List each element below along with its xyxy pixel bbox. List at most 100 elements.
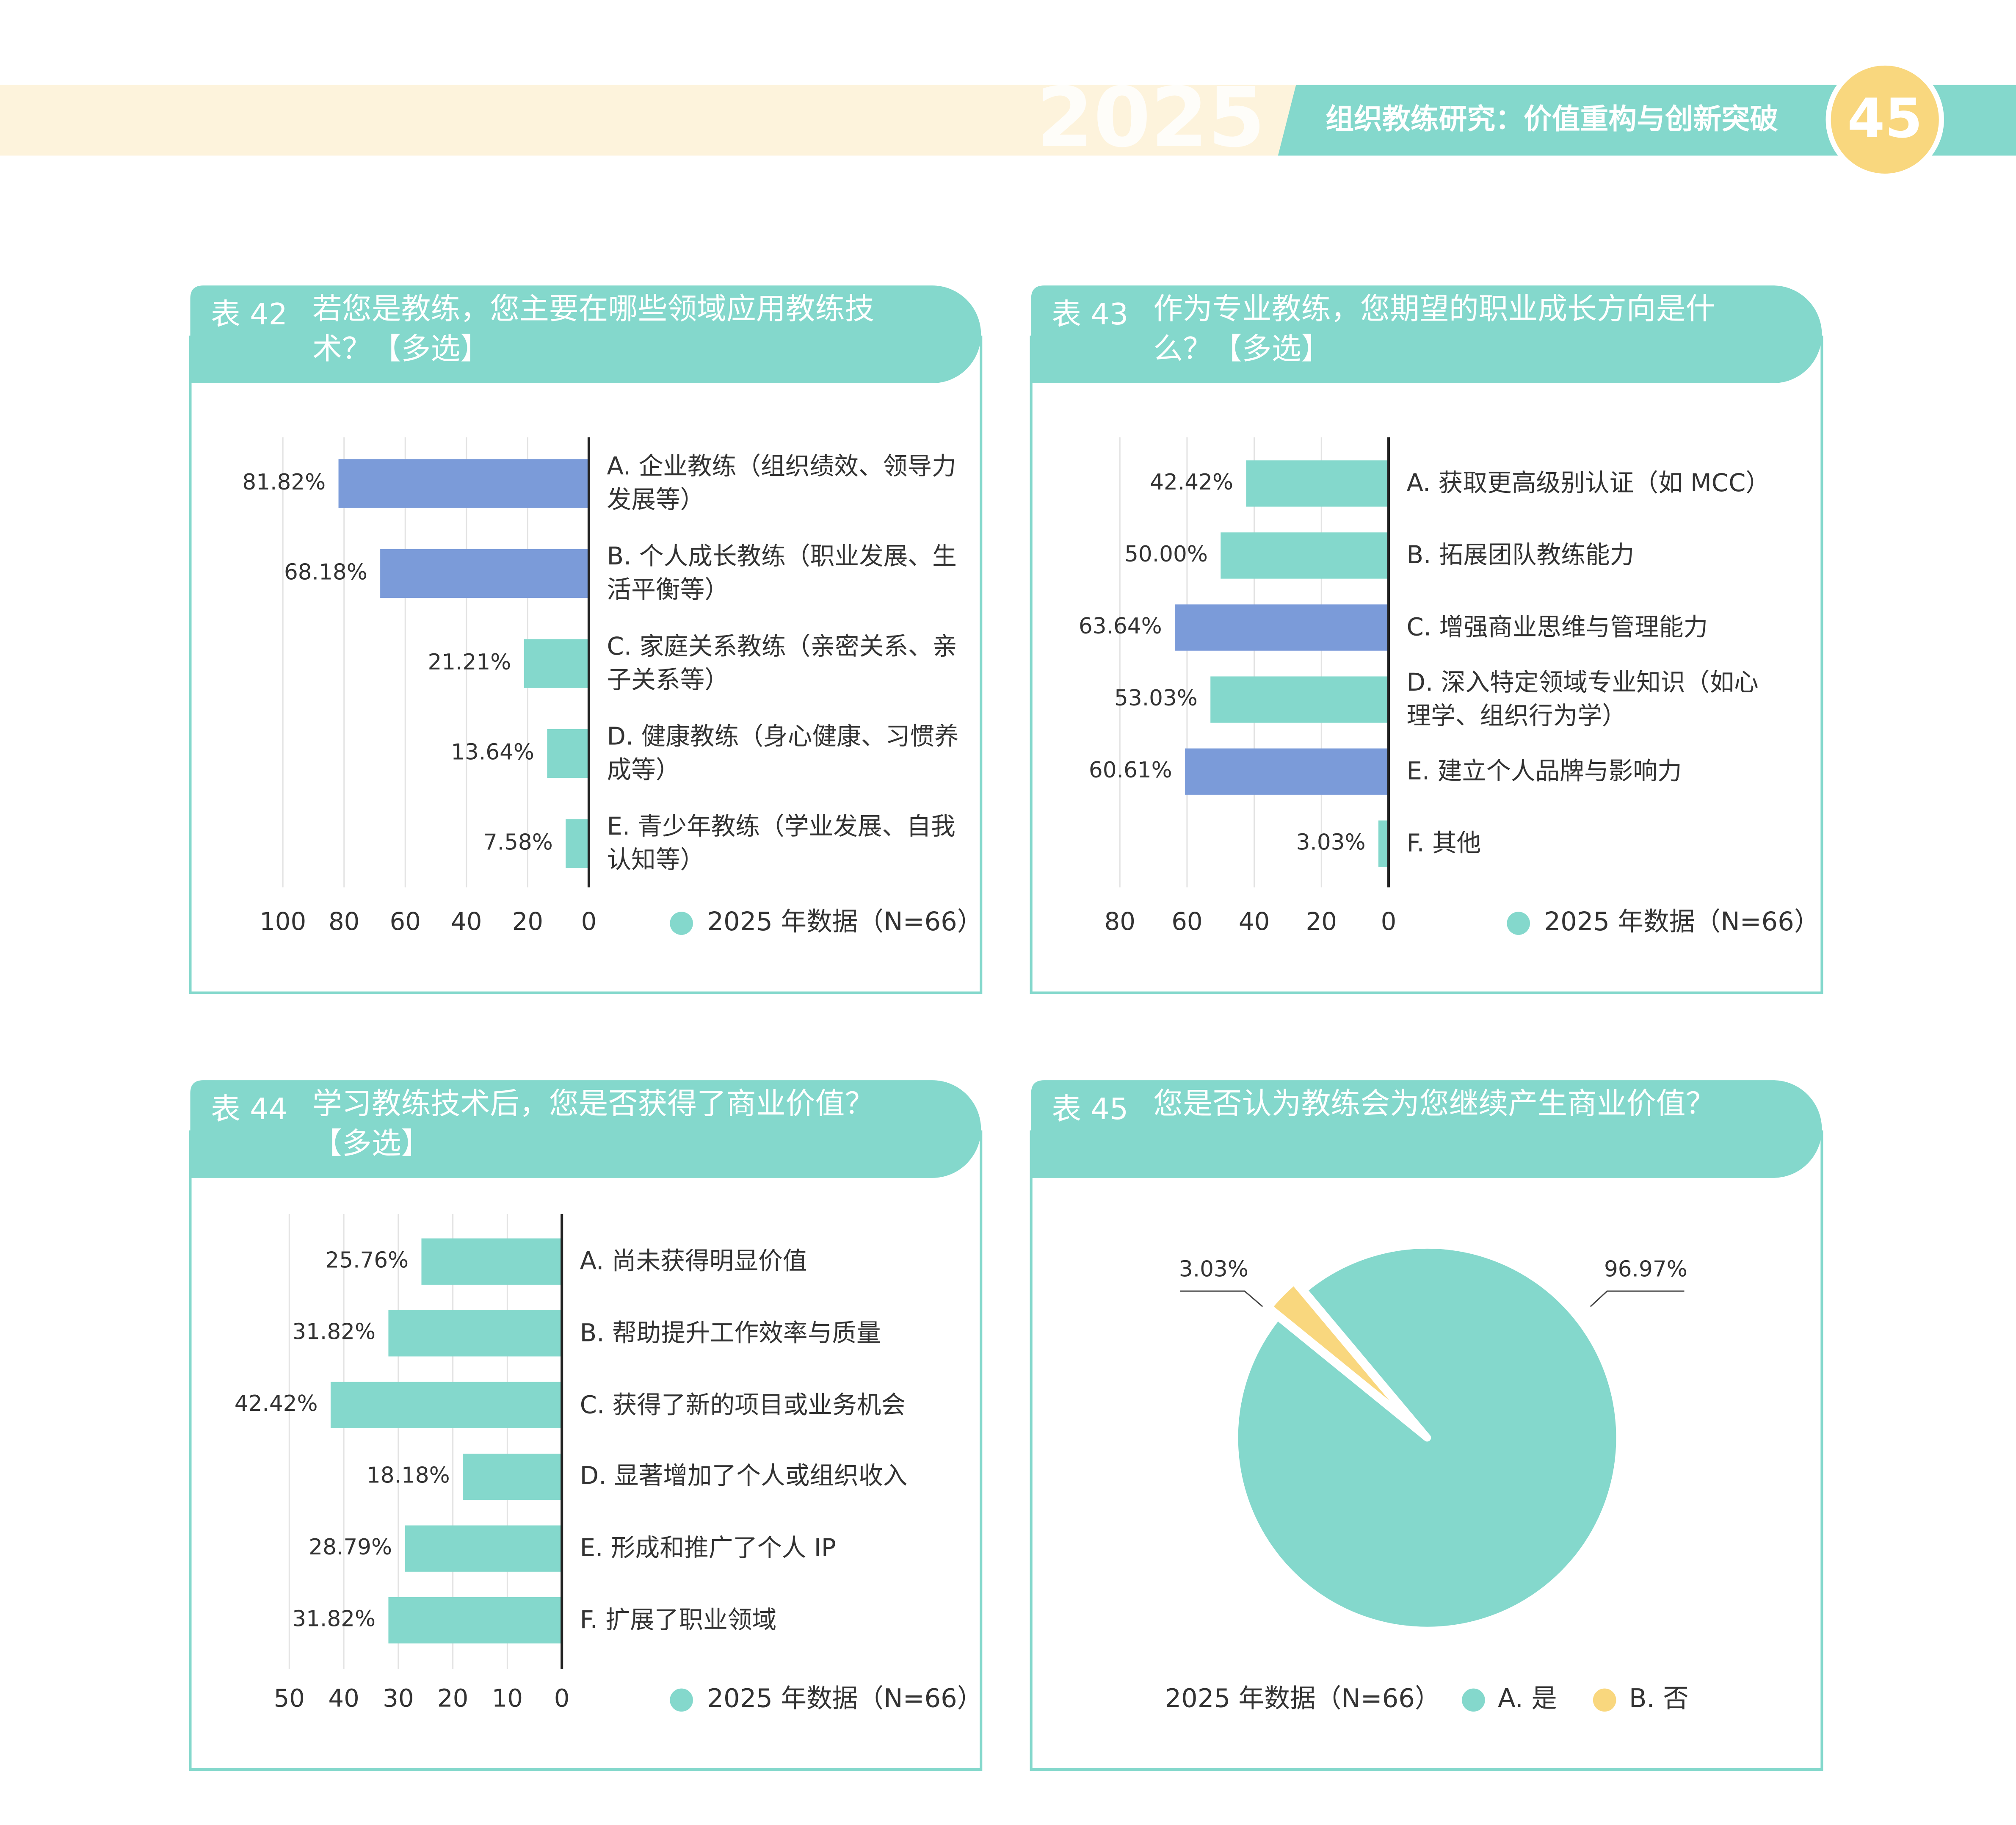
category-label-box: B. 拓展团队教练能力 [1406, 542, 1634, 570]
legend-title: 2025 年数据（N=66） [1165, 1684, 1441, 1714]
category-label: F. 扩展了职业领域 [580, 1606, 777, 1635]
data-label: 81.82% [242, 470, 326, 495]
bar [338, 459, 589, 508]
category-label: D. 深入特定领域专业知识（如心理学、组织行为学） [1406, 669, 1759, 731]
category-label: C. 家庭关系教练（亲密关系、亲子关系等） [607, 633, 957, 694]
panel-title-band [1031, 1080, 1822, 1178]
x-tick-label: 40 [328, 1684, 359, 1713]
panel-frame [189, 1130, 983, 1771]
panel-title-band [190, 1080, 981, 1178]
x-tick-label: 0 [581, 907, 597, 936]
panel-title: 作为专业教练，您期望的职业成长方向是什么？【多选】 [1153, 293, 1715, 367]
x-tick-label: 20 [1306, 907, 1337, 936]
legend-label: A. 是 [1498, 1684, 1557, 1714]
data-label: 25.76% [325, 1247, 409, 1273]
panel-title: 您是否认为教练会为您继续产生商业价值？ [1153, 1088, 1715, 1122]
panel-number: 表 45 [1052, 1092, 1128, 1126]
data-label: 96.97% [1604, 1257, 1687, 1282]
x-tick-label: 80 [1105, 907, 1135, 936]
data-label: 3.03% [1179, 1257, 1248, 1282]
legend-marker [1462, 1688, 1485, 1712]
data-label: 28.79% [309, 1535, 392, 1560]
bar [547, 729, 589, 778]
x-tick-label: 20 [512, 907, 543, 936]
header-band [0, 85, 1299, 156]
legend-label: 2025 年数据（N=66） [707, 1684, 983, 1714]
pie-slice [1264, 1277, 1422, 1433]
bar [463, 1454, 562, 1500]
category-label: B. 帮助提升工作效率与质量 [580, 1319, 881, 1348]
bar [1378, 820, 1389, 867]
category-label-box: D. 深入特定领域专业知识（如心理学、组织行为学） [1406, 669, 1759, 731]
panel-title-band [190, 285, 981, 384]
panel-title: 学习教练技术后，您是否获得了商业价值？【多选】 [312, 1088, 875, 1161]
category-label-box: B. 帮助提升工作效率与质量 [580, 1319, 881, 1348]
category-label-box: F. 扩展了职业领域 [580, 1606, 777, 1635]
panel-number: 表 44 [211, 1092, 287, 1126]
data-label: 7.58% [483, 830, 553, 855]
header-watermark: 2025 [1036, 70, 1265, 166]
category-label: A. 尚未获得明显价值 [580, 1247, 807, 1276]
data-label: 31.82% [292, 1319, 376, 1345]
category-label: E. 形成和推广了个人 IP [580, 1534, 836, 1563]
x-tick-label: 0 [554, 1684, 570, 1713]
category-label-box: C. 获得了新的项目或业务机会 [580, 1391, 906, 1419]
legend-marker [670, 912, 693, 935]
category-label-box: D. 显著增加了个人或组织收入 [580, 1463, 908, 1491]
x-tick-label: 60 [1171, 907, 1202, 936]
data-label: 50.00% [1124, 542, 1208, 567]
panel-number: 表 43 [1052, 297, 1128, 332]
panel-title-box: 作为专业教练，您期望的职业成长方向是什么？【多选】 [1153, 293, 1715, 367]
category-label: F. 其他 [1406, 829, 1481, 858]
category-label: D. 健康教练（身心健康、习惯养成等） [607, 722, 959, 785]
x-tick-label: 0 [1381, 907, 1397, 936]
bar [388, 1310, 562, 1357]
category-label: E. 建立个人品牌与影响力 [1406, 757, 1682, 786]
data-label: 60.61% [1089, 758, 1172, 783]
bar [524, 639, 589, 688]
data-label: 63.64% [1079, 614, 1162, 639]
legend-label: 2025 年数据（N=66） [1544, 907, 1820, 937]
category-label-box: F. 其他 [1406, 829, 1481, 858]
bar [388, 1597, 562, 1644]
data-label: 21.21% [428, 650, 511, 675]
x-tick-label: 60 [390, 907, 421, 936]
category-label: B. 个人成长教练（职业发展、生活平衡等） [607, 542, 957, 605]
category-label: C. 增强商业思维与管理能力 [1406, 613, 1708, 642]
legend-marker [670, 1688, 693, 1712]
category-label-box: C. 增强商业思维与管理能力 [1406, 613, 1708, 642]
data-label: 3.03% [1296, 830, 1366, 855]
x-tick-label: 30 [383, 1684, 414, 1713]
bar [421, 1238, 562, 1285]
x-tick-label: 40 [1239, 907, 1270, 936]
category-label: E. 青少年教练（学业发展、自我认知等） [607, 813, 956, 875]
bar [1175, 604, 1389, 651]
data-label: 42.42% [1150, 470, 1233, 495]
data-label: 68.18% [284, 560, 367, 585]
data-label: 53.03% [1114, 686, 1198, 711]
category-label-box: E. 建立个人品牌与影响力 [1406, 757, 1682, 786]
panel-title-band [1031, 285, 1822, 384]
x-tick-label: 80 [329, 907, 359, 936]
x-tick-label: 40 [451, 907, 482, 936]
pie-slice [1230, 1241, 1624, 1635]
bar [566, 819, 589, 868]
x-tick-label: 100 [260, 907, 306, 936]
x-tick-label: 50 [274, 1684, 305, 1713]
category-label-box: A. 获取更高级别认证（如 MCC） [1406, 470, 1760, 498]
legend-label: 2025 年数据（N=66） [707, 907, 983, 937]
data-label: 42.42% [235, 1391, 318, 1416]
category-label-box: A. 企业教练（组织绩效、领导力发展等） [607, 453, 956, 514]
category-label-box: E. 形成和推广了个人 IP [580, 1534, 836, 1563]
panel-title-box: 学习教练技术后，您是否获得了商业价值？【多选】 [312, 1088, 875, 1161]
data-label: 13.64% [451, 740, 534, 765]
legend-marker [1593, 1688, 1616, 1712]
category-label: C. 获得了新的项目或业务机会 [580, 1391, 906, 1419]
category-label-box: B. 个人成长教练（职业发展、生活平衡等） [607, 542, 957, 605]
category-label-box: C. 家庭关系教练（亲密关系、亲子关系等） [607, 633, 957, 694]
x-tick-label: 10 [492, 1684, 523, 1713]
header-title: 组织教练研究：价值重构与创新突破 [1326, 102, 1778, 135]
bar [1185, 748, 1389, 795]
